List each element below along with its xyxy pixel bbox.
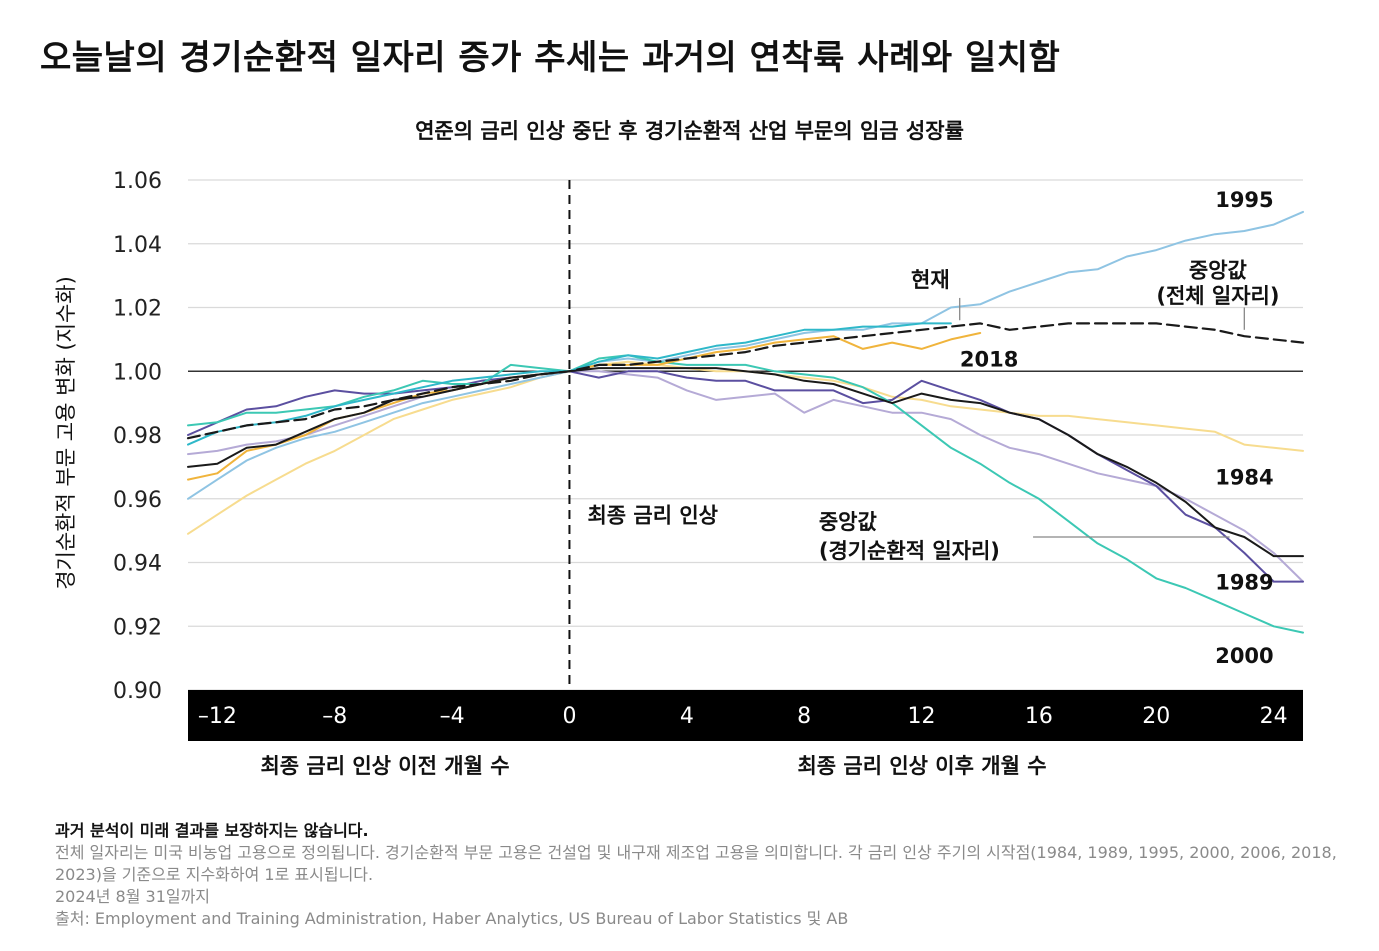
series-line [187, 354, 1304, 634]
y-tick-label: 0.98 [113, 424, 162, 449]
series-line [187, 360, 1304, 535]
series-line [187, 370, 1304, 583]
x-axis-label-before: 최종 금리 인상 이전 개월 수 [260, 754, 509, 778]
series-line [187, 370, 1304, 583]
y-tick-label: 0.94 [113, 552, 162, 577]
x-axis-band [188, 690, 1303, 741]
series-annotation: (경기순환적 일자리) [819, 539, 1000, 563]
series-annotation: 현재 [911, 268, 950, 292]
x-tick-label: –4 [440, 704, 465, 729]
x-axis-label-after: 최종 금리 인상 이후 개월 수 [797, 754, 1046, 778]
chart-svg: 0.90 0.92 0.94 0.96 0.98 1.00 1.02 1.04 1.06 경기순환… [54, 169, 1305, 778]
x-tick-label: 12 [908, 704, 936, 729]
y-tick-label: 1.04 [113, 233, 162, 258]
x-tick-label: 4 [680, 704, 694, 729]
series-annotation: 2000 [1215, 644, 1273, 668]
y-axis-label: 경기순환적 부문 고용 변화 (지수화) [54, 276, 78, 590]
series-annotation: 2018 [960, 348, 1018, 372]
y-tick-label: 1.02 [113, 297, 162, 322]
x-tick-label: 8 [797, 704, 811, 729]
series-annotation: 중앙값 [819, 510, 877, 534]
y-tick-label: 0.92 [113, 615, 162, 640]
series-line [187, 367, 1304, 558]
footer-disclaimer: 과거 분석이 미래 결과를 보장하지는 않습니다. [55, 821, 369, 840]
x-tick-label: 24 [1260, 704, 1288, 729]
y-tick-label: 0.90 [113, 679, 162, 704]
series-line [186, 322, 1305, 440]
series-line [187, 210, 1304, 500]
footer-source: 출처: Employment and Training Administrati… [55, 909, 849, 928]
x-tick-label: –12 [198, 704, 237, 729]
series-annotation: (전체 일자리) [1156, 284, 1279, 308]
footer: 과거 분석이 미래 결과를 보장하지는 않습니다. 전체 일자리는 미국 비농업… [55, 820, 1345, 930]
grid-layer: 0.90 0.92 0.94 0.96 0.98 1.00 1.02 1.04 1.06 경기순환… [54, 169, 1303, 704]
footer-date: 2024년 8월 31일까지 [55, 887, 211, 906]
page-title: 오늘날의 경기순환적 일자리 증가 추세는 과거의 연착륙 사례와 일치함 [40, 38, 1061, 78]
x-axis: –12 –8 –4 0 4 8 12 16 20 24 최종 금리 인상 이전 개월 수 최종 금리 … [188, 690, 1303, 778]
final-hike-label: 최종 금리 인상 [587, 504, 718, 528]
y-tick-label: 1.00 [113, 360, 162, 385]
series-annotation: 1984 [1215, 465, 1273, 489]
x-tick-label: 16 [1025, 704, 1053, 729]
x-tick-label: –8 [322, 704, 347, 729]
chart-subtitle: 연준의 금리 인상 중단 후 경기순환적 산업 부문의 임금 성장률 [415, 119, 964, 143]
series-annotation: 1995 [1215, 188, 1273, 212]
y-tick-label: 1.06 [113, 169, 162, 194]
series-annotation: 중앙값 [1189, 258, 1247, 282]
footer-note: 전체 일자리는 미국 비농업 고용으로 정의됩니다. 경기순환적 부문 고용은 … [55, 843, 1337, 884]
x-tick-label: 20 [1142, 704, 1170, 729]
series-layer [186, 210, 1305, 634]
series-annotation: 1989 [1215, 571, 1273, 595]
x-tick-label: 0 [562, 704, 576, 729]
y-tick-label: 0.96 [113, 488, 162, 513]
